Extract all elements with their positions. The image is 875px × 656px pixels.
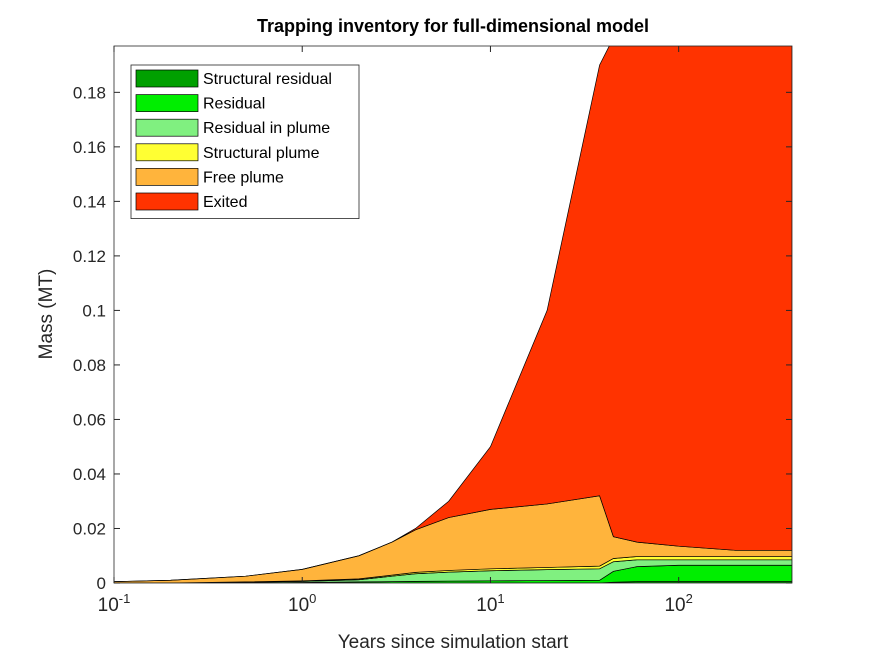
legend-swatch <box>135 192 199 211</box>
y-axis-label: Mass (MT) <box>36 269 57 360</box>
legend-swatch <box>135 69 199 88</box>
legend-label: Residual <box>203 96 265 113</box>
tick-base: 10 <box>476 595 497 616</box>
y-tick-label: 0.18 <box>73 83 106 102</box>
legend-label: Residual in plume <box>203 120 330 137</box>
legend-swatch <box>135 143 199 162</box>
legend-label: Exited <box>203 194 247 211</box>
y-tick-label: 0.12 <box>73 247 106 266</box>
plot-area <box>114 46 792 583</box>
legend-swatch <box>135 168 199 186</box>
legend-label: Structural residual <box>203 71 332 88</box>
y-tick-label: 0.04 <box>73 465 106 484</box>
y-tick-label: 0.1 <box>82 301 106 320</box>
y-tick-label: 0.16 <box>73 138 106 157</box>
area <box>114 46 792 582</box>
x-tick-label: 102 <box>664 591 692 616</box>
y-tick-label: 0 <box>97 574 106 593</box>
x-tick-label: 10-1 <box>98 591 131 616</box>
tick-base: 10 <box>98 595 119 616</box>
tick-exponent: -1 <box>119 591 131 606</box>
legend-label: Free plume <box>203 169 284 186</box>
y-tick-label: 0.02 <box>73 519 106 538</box>
x-axis-label: Years since simulation start <box>338 632 569 653</box>
x-tick-label: 101 <box>476 591 504 616</box>
axes-box <box>113 45 793 584</box>
tick-base: 10 <box>288 595 309 616</box>
legend-swatch <box>135 94 199 112</box>
y-tick-label: 0.06 <box>73 410 106 429</box>
y-tick-label: 0.14 <box>73 192 106 211</box>
y-tick-label: 0.08 <box>73 356 106 375</box>
chart-title: Trapping inventory for full-dimensional … <box>257 16 649 36</box>
tick-exponent: 2 <box>686 591 693 606</box>
x-tick-label: 100 <box>288 591 316 616</box>
tick-exponent: 1 <box>497 591 504 606</box>
legend-swatch <box>135 118 199 137</box>
tick-exponent: 0 <box>309 591 316 606</box>
legend-label: Structural plume <box>203 145 320 162</box>
tick-base: 10 <box>664 595 685 616</box>
